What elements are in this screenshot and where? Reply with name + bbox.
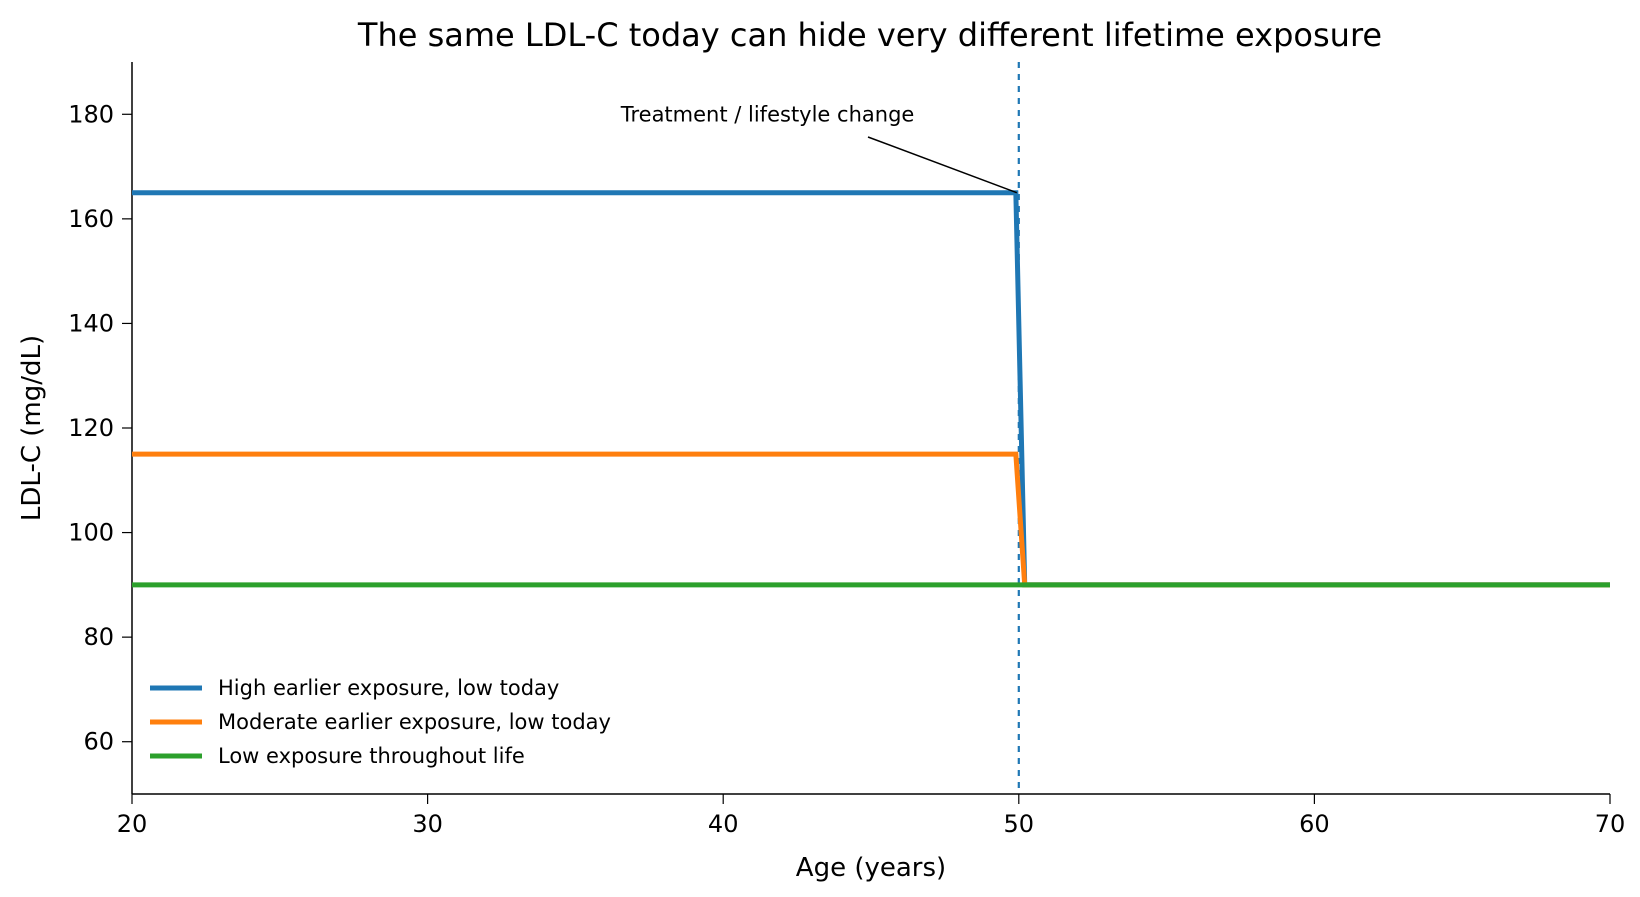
- y-tick-label: 140: [68, 309, 114, 337]
- x-tick-label: 60: [1299, 810, 1330, 838]
- x-tick-label: 30: [412, 810, 443, 838]
- legend-label-3: Low exposure throughout life: [218, 744, 525, 768]
- x-tick-label: 20: [117, 810, 148, 838]
- plot-area: The same LDL-C today can hide very diffe…: [17, 16, 1625, 883]
- y-axis-label: LDL-C (mg/dL): [17, 335, 47, 521]
- y-tick-label: 60: [83, 728, 114, 756]
- annotation-text: Treatment / lifestyle change: [620, 102, 915, 126]
- annotation-arrow-line: [867, 136, 1018, 194]
- y-tick-label: 160: [68, 205, 114, 233]
- series-line-2: [132, 451, 1610, 588]
- series-line-1: [132, 190, 1610, 588]
- legend-label-1: High earlier exposure, low today: [218, 676, 559, 700]
- y-tick-label: 180: [68, 100, 114, 128]
- legend-label-2: Moderate earlier exposure, low today: [218, 710, 611, 734]
- x-tick-label: 40: [708, 810, 739, 838]
- y-tick-label: 80: [83, 623, 114, 651]
- y-tick-label: 120: [68, 414, 114, 442]
- y-tick-label: 100: [68, 519, 114, 547]
- x-axis-label: Age (years): [796, 853, 946, 883]
- x-tick-label: 50: [1004, 810, 1035, 838]
- x-tick-label: 70: [1595, 810, 1626, 838]
- chart-title: The same LDL-C today can hide very diffe…: [357, 16, 1382, 54]
